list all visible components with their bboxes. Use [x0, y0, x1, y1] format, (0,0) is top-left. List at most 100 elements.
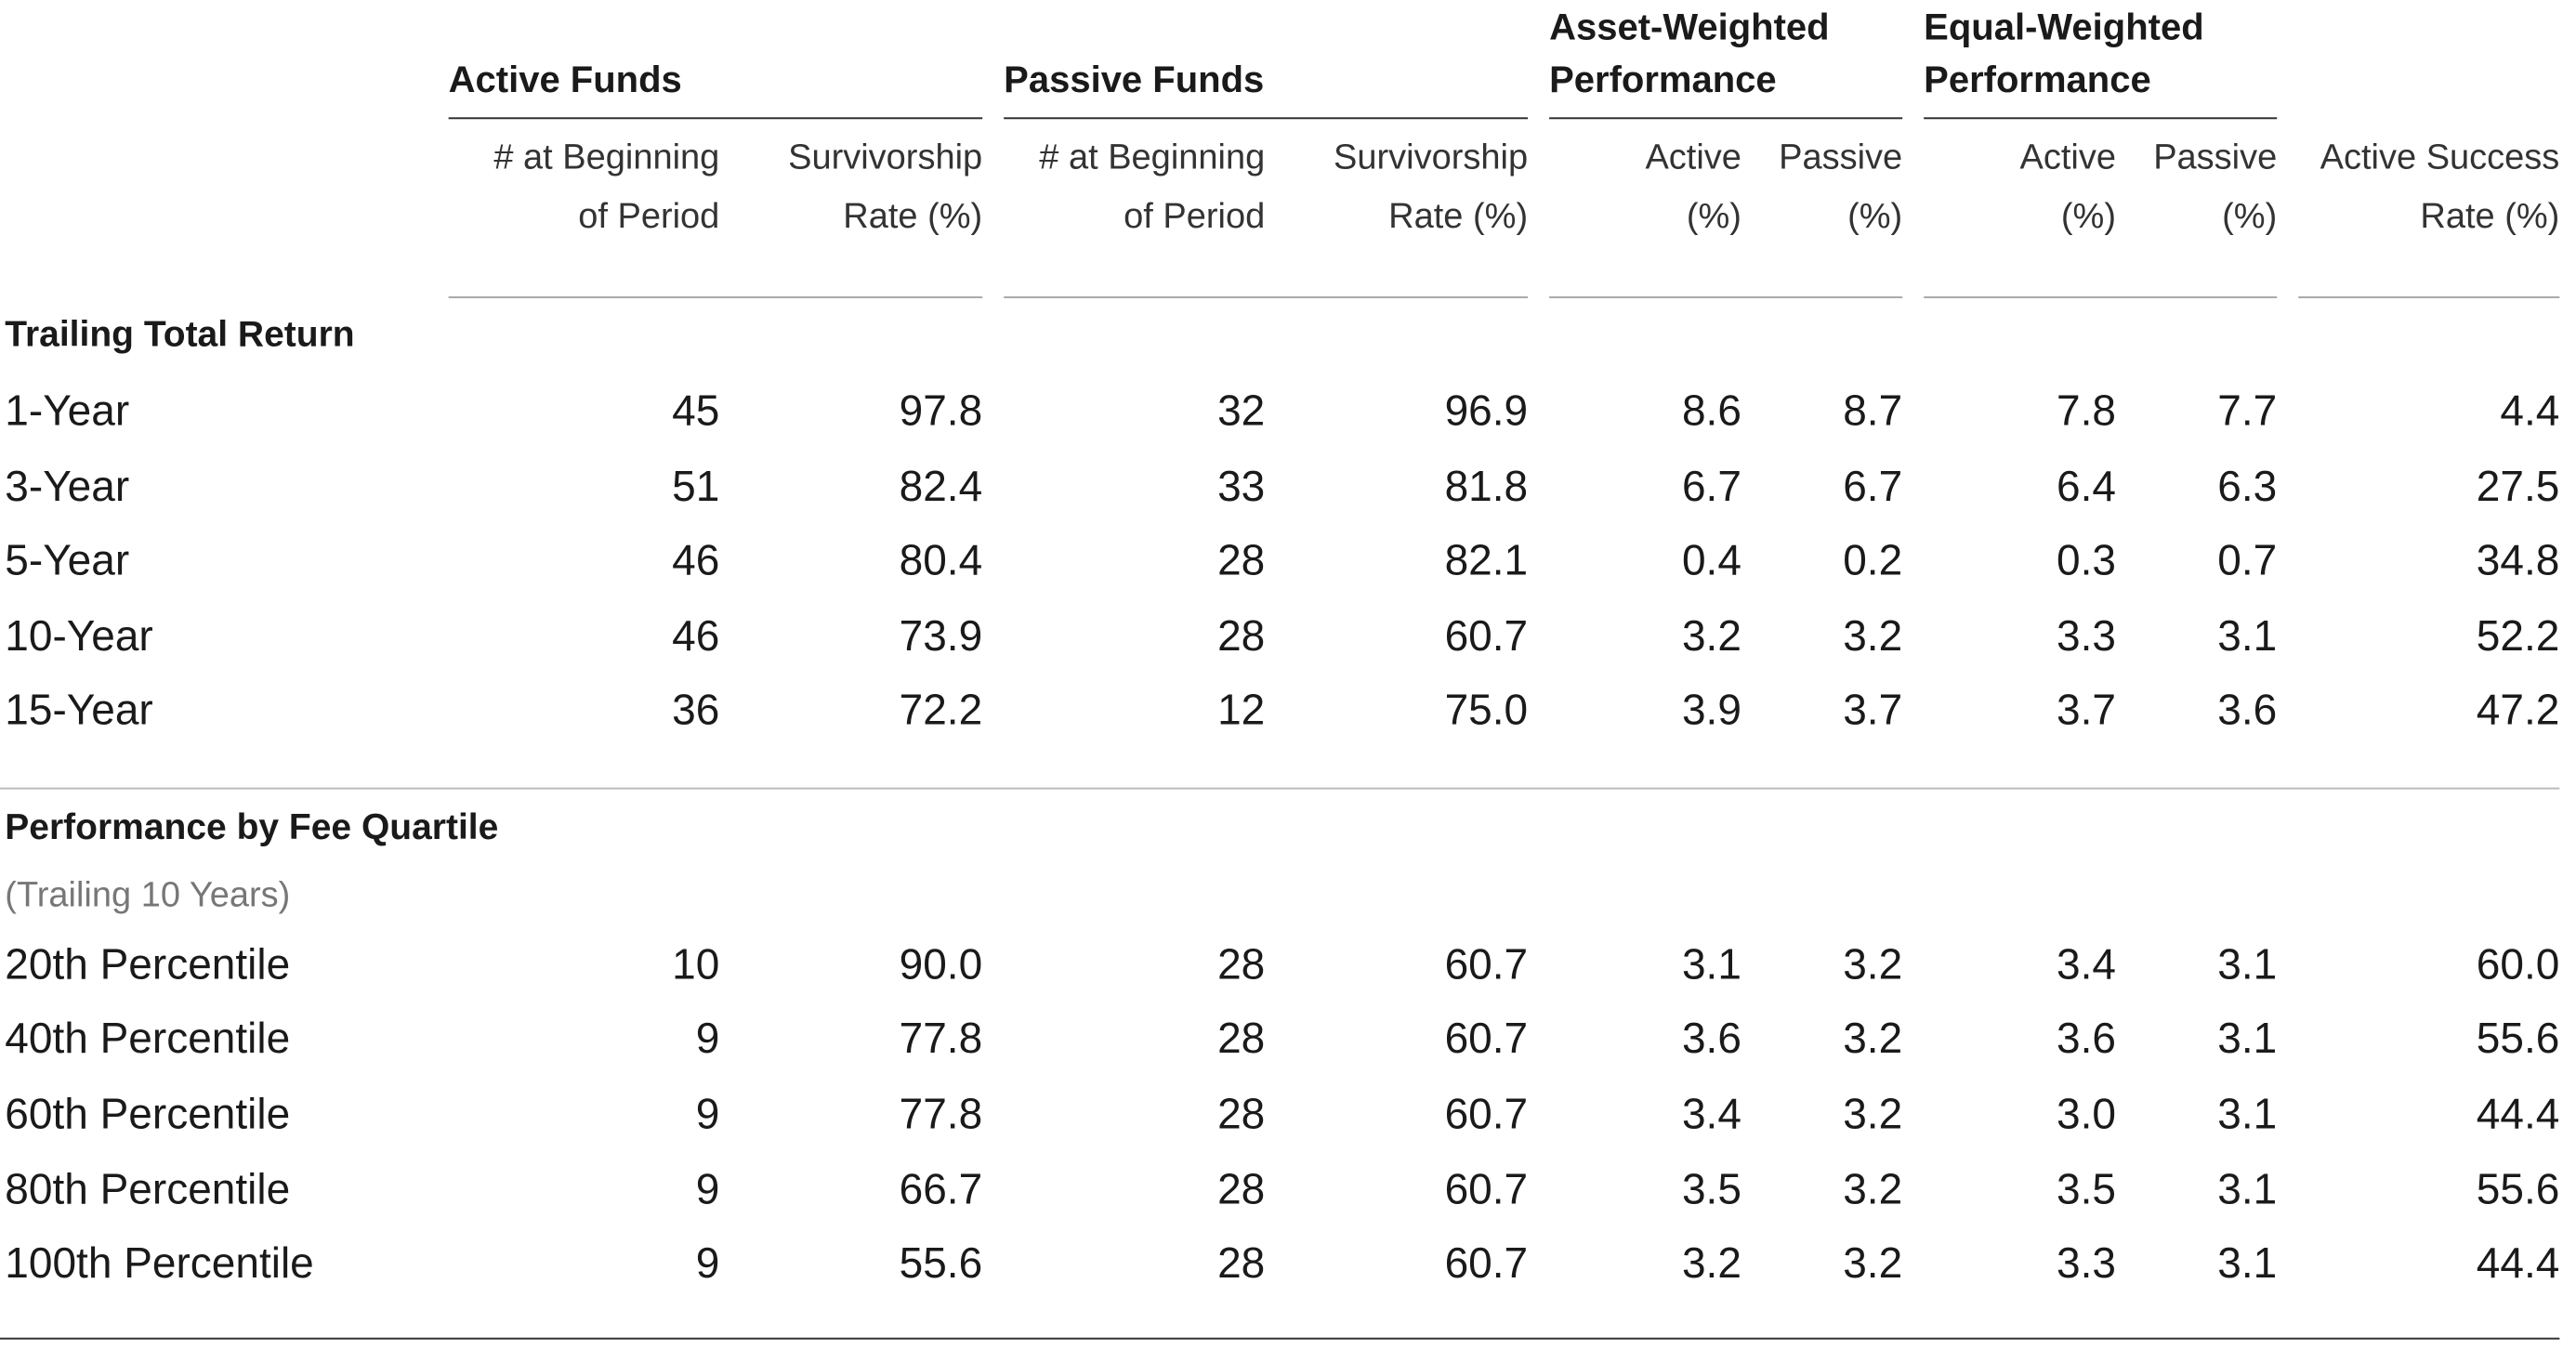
cell-value: 3.0: [2057, 1089, 2116, 1137]
cell-value: 6.4: [2057, 462, 2116, 510]
cell-value: 3.2: [1843, 1238, 1902, 1287]
cell-value: 3.7: [1843, 685, 1902, 733]
column-header: Rate (%): [843, 197, 982, 236]
column-header: (%): [2222, 197, 2277, 236]
cell-value: 77.8: [900, 1089, 983, 1137]
cell-value: 3.2: [1843, 1014, 1902, 1062]
row-label: 15-Year: [5, 685, 152, 733]
cell-value: 3.1: [2217, 1089, 2277, 1137]
row-label: 5-Year: [5, 536, 129, 584]
cell-value: 28: [1217, 1014, 1265, 1062]
cell-value: 0.2: [1843, 536, 1902, 584]
cell-value: 28: [1217, 1089, 1265, 1137]
row-label: 3-Year: [5, 462, 129, 510]
cell-value: 8.7: [1843, 386, 1902, 435]
cell-value: 3.6: [2217, 685, 2277, 733]
cell-value: 90.0: [900, 939, 983, 988]
cell-value: 28: [1217, 536, 1265, 584]
row-label: 10-Year: [5, 611, 152, 660]
cell-value: 8.6: [1682, 386, 1741, 435]
column-header: # at Beginning: [493, 138, 719, 177]
column-group-label: Performance: [1924, 59, 2151, 100]
section-title: Trailing Total Return: [5, 315, 354, 355]
cell-value: 46: [672, 536, 719, 584]
cell-value: 10: [672, 939, 719, 988]
column-header: Active: [2020, 138, 2116, 177]
cell-value: 7.7: [2217, 386, 2277, 435]
cell-value: 80.4: [900, 536, 983, 584]
column-header: Rate (%): [1388, 197, 1528, 236]
column-group-label: Performance: [1549, 59, 1777, 100]
column-header: Rate (%): [2420, 197, 2559, 236]
cell-value: 82.4: [900, 462, 983, 510]
cell-value: 44.4: [2477, 1089, 2560, 1137]
column-header: Active: [1645, 138, 1741, 177]
cell-value: 3.9: [1682, 685, 1741, 733]
cell-value: 3.4: [2057, 939, 2116, 988]
cell-value: 60.7: [1445, 939, 1529, 988]
column-header: Survivorship: [1334, 138, 1528, 177]
cell-value: 0.4: [1682, 536, 1741, 584]
row-label: 100th Percentile: [5, 1238, 313, 1287]
cell-value: 33: [1217, 462, 1265, 510]
column-header: Passive: [2153, 138, 2277, 177]
cell-value: 0.7: [2217, 536, 2277, 584]
cell-value: 3.2: [1843, 1165, 1902, 1213]
cell-value: 3.2: [1843, 611, 1902, 660]
column-header: Active Success: [2320, 138, 2560, 177]
cell-value: 28: [1217, 1238, 1265, 1287]
cell-value: 3.7: [2057, 685, 2116, 733]
cell-value: 3.6: [1682, 1014, 1741, 1062]
cell-value: 27.5: [2477, 462, 2560, 510]
cell-value: 3.5: [1682, 1165, 1741, 1213]
cell-value: 3.1: [2217, 939, 2277, 988]
cell-value: 73.9: [900, 611, 983, 660]
cell-value: 45: [672, 386, 719, 435]
column-header: of Period: [578, 197, 719, 236]
cell-value: 97.8: [900, 386, 983, 435]
row-label: 60th Percentile: [5, 1089, 290, 1137]
column-group-label: Equal-Weighted: [1924, 7, 2203, 47]
cell-value: 60.7: [1445, 1089, 1529, 1137]
column-header: (%): [1847, 197, 1902, 236]
cell-value: 3.1: [2217, 1014, 2277, 1062]
cell-value: 28: [1217, 1165, 1265, 1213]
cell-value: 3.4: [1682, 1089, 1741, 1137]
cell-value: 66.7: [900, 1165, 983, 1213]
column-header: of Period: [1124, 197, 1265, 236]
cell-value: 34.8: [2477, 536, 2560, 584]
cell-value: 96.9: [1445, 386, 1529, 435]
cell-value: 3.2: [1682, 1238, 1741, 1287]
row-label: 80th Percentile: [5, 1165, 290, 1213]
row-label: 40th Percentile: [5, 1014, 290, 1062]
cell-value: 28: [1217, 611, 1265, 660]
cell-value: 44.4: [2477, 1238, 2560, 1287]
cell-value: 6.3: [2217, 462, 2277, 510]
column-header: # at Beginning: [1039, 138, 1265, 177]
cell-value: 3.2: [1843, 939, 1902, 988]
column-header: Passive: [1779, 138, 1902, 177]
cell-value: 3.2: [1682, 611, 1741, 660]
cell-value: 3.5: [2057, 1165, 2116, 1213]
cell-value: 51: [672, 462, 719, 510]
cell-value: 9: [696, 1014, 720, 1062]
cell-value: 60.7: [1445, 1238, 1529, 1287]
cell-value: 60.7: [1445, 1014, 1529, 1062]
section-subtitle: (Trailing 10 Years): [5, 875, 290, 914]
cell-value: 52.2: [2477, 611, 2560, 660]
cell-value: 4.4: [2500, 386, 2559, 435]
column-header: (%): [1687, 197, 1741, 236]
cell-value: 3.1: [1682, 939, 1741, 988]
cell-value: 72.2: [900, 685, 983, 733]
section-title: Performance by Fee Quartile: [5, 807, 498, 847]
cell-value: 9: [696, 1238, 720, 1287]
cell-value: 0.3: [2057, 536, 2116, 584]
cell-value: 60.7: [1445, 1165, 1529, 1213]
row-label: 1-Year: [5, 386, 129, 435]
cell-value: 77.8: [900, 1014, 983, 1062]
column-group-label: Passive Funds: [1004, 59, 1264, 100]
cell-value: 55.6: [900, 1238, 983, 1287]
cell-value: 60.0: [2477, 939, 2560, 988]
cell-value: 6.7: [1843, 462, 1902, 510]
cell-value: 28: [1217, 939, 1265, 988]
